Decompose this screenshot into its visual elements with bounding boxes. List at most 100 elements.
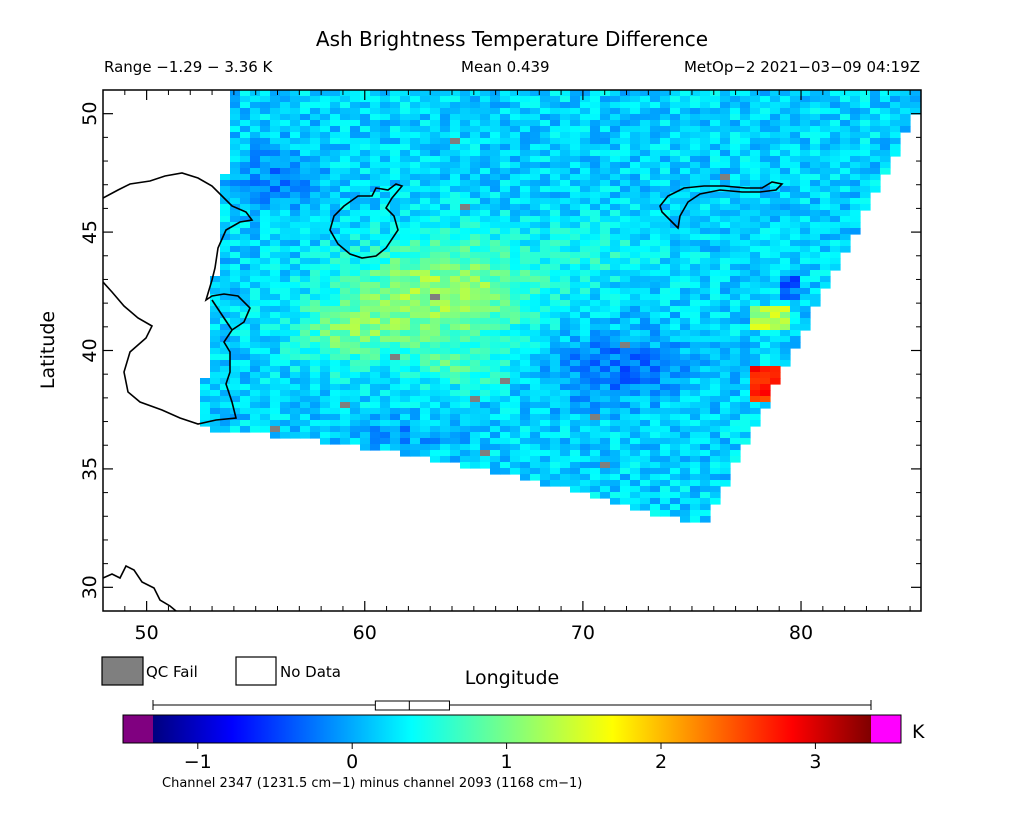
swath-pixel xyxy=(470,162,481,169)
swath-pixel xyxy=(340,354,351,361)
swath-pixel xyxy=(530,210,541,217)
swath-pixel xyxy=(610,132,621,139)
swath-pixel xyxy=(530,354,541,361)
swath-pixel xyxy=(750,408,761,415)
swath-pixel xyxy=(530,144,541,151)
swath-pixel xyxy=(300,420,311,427)
swath-pixel xyxy=(400,108,411,115)
swath-pixel xyxy=(580,162,591,169)
swath-pixel xyxy=(510,306,521,313)
swath-pixel xyxy=(240,408,251,415)
swath-pixel xyxy=(580,414,591,421)
swath-pixel xyxy=(750,282,761,289)
swath-pixel xyxy=(250,246,261,253)
swath-pixel xyxy=(690,252,701,259)
swath-pixel xyxy=(630,192,641,199)
swath-pixel xyxy=(750,156,761,163)
swath-pixel xyxy=(890,114,901,121)
swath-pixel xyxy=(430,120,441,127)
swath-pixel xyxy=(730,360,741,367)
swath-pixel xyxy=(340,240,351,247)
swath-pixel xyxy=(530,204,541,211)
swath-pixel xyxy=(310,288,321,295)
swath-pixel xyxy=(840,150,851,157)
swath-pixel xyxy=(590,96,601,103)
swath-pixel xyxy=(490,138,501,145)
swath-pixel xyxy=(800,192,811,199)
swath-pixel xyxy=(660,120,671,127)
swath-pixel xyxy=(530,342,541,349)
swath-pixel xyxy=(230,180,241,187)
swath-pixel xyxy=(440,360,451,367)
swath-pixel xyxy=(290,396,301,403)
swath-pixel xyxy=(300,384,311,391)
swath-pixel xyxy=(540,402,551,409)
swath-pixel xyxy=(570,240,581,247)
swath-pixel xyxy=(680,354,691,361)
swath-pixel xyxy=(460,396,471,403)
swath-pixel xyxy=(710,258,721,265)
swath-pixel xyxy=(830,96,841,103)
swath-pixel xyxy=(740,180,751,187)
swath-pixel xyxy=(720,162,731,169)
swath-pixel xyxy=(230,186,241,193)
swath-pixel xyxy=(270,198,281,205)
swath-pixel xyxy=(700,438,711,445)
swath-pixel xyxy=(220,258,231,265)
swath-pixel xyxy=(560,144,571,151)
swath-pixel xyxy=(270,312,281,319)
swath-pixel xyxy=(730,414,741,421)
swath-pixel xyxy=(290,144,301,151)
swath-pixel xyxy=(530,276,541,283)
swath-pixel xyxy=(540,336,551,343)
swath-pixel xyxy=(650,264,661,271)
swath-pixel xyxy=(210,390,221,397)
swath-pixel xyxy=(560,216,571,223)
swath-pixel xyxy=(410,204,421,211)
swath-pixel xyxy=(630,390,641,397)
swath-pixel xyxy=(360,204,371,211)
swath-pixel xyxy=(400,132,411,139)
swath-pixel xyxy=(600,210,611,217)
swath-pixel xyxy=(810,282,821,289)
swath-pixel xyxy=(500,336,511,343)
swath-pixel xyxy=(580,258,591,265)
swath-pixel xyxy=(650,150,661,157)
swath-pixel xyxy=(760,360,771,367)
swath-pixel xyxy=(890,144,901,151)
swath-pixel xyxy=(870,102,881,109)
swath-pixel xyxy=(340,204,351,211)
swath-pixel xyxy=(470,228,481,235)
swath-pixel xyxy=(860,144,871,151)
swath-pixel xyxy=(570,468,581,475)
swath-pixel xyxy=(240,342,251,349)
swath-pixel xyxy=(830,120,841,127)
swath-pixel xyxy=(460,204,471,211)
swath-pixel xyxy=(570,216,581,223)
swath-pixel xyxy=(750,354,761,361)
swath-pixel xyxy=(560,270,571,277)
swath-pixel xyxy=(370,318,381,325)
swath-pixel xyxy=(260,396,271,403)
swath-pixel xyxy=(770,150,781,157)
swath-pixel xyxy=(630,252,641,259)
swath-pixel xyxy=(460,294,471,301)
swath-pixel xyxy=(610,408,621,415)
swath-pixel xyxy=(320,420,331,427)
swath-pixel xyxy=(590,126,601,133)
swath-pixel xyxy=(500,372,511,379)
swath-pixel xyxy=(400,156,411,163)
swath-pixel xyxy=(620,468,631,475)
swath-pixel xyxy=(250,144,261,151)
swath-pixel xyxy=(560,294,571,301)
swath-pixel xyxy=(320,156,331,163)
swath-pixel xyxy=(480,330,491,337)
swath-pixel xyxy=(700,114,711,121)
swath-pixel xyxy=(560,348,571,355)
swath-pixel xyxy=(410,390,421,397)
swath-pixel xyxy=(550,282,561,289)
swath-pixel xyxy=(680,222,691,229)
swath-pixel xyxy=(670,300,681,307)
swath-pixel xyxy=(360,180,371,187)
swath-pixel xyxy=(740,390,751,397)
